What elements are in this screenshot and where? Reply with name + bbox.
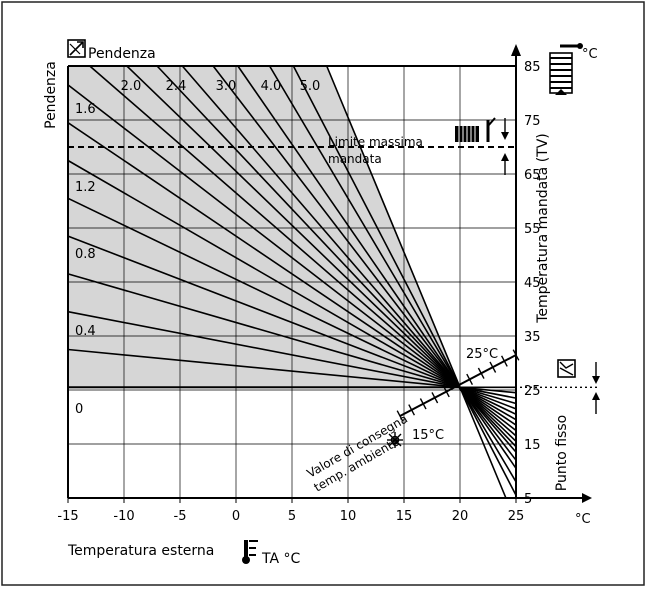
slope-line bbox=[67, 84, 517, 432]
slope-line bbox=[67, 235, 517, 410]
x-tick-label: 5 bbox=[288, 509, 296, 524]
slope-line bbox=[89, 65, 517, 437]
right-axis-title: Temperatura mandata (TV) bbox=[535, 133, 551, 324]
slope-label-left: 0.4 bbox=[75, 324, 96, 339]
slope-line bbox=[292, 65, 517, 496]
fixed-point-title: Punto fisso bbox=[554, 415, 570, 491]
y-tick-label: 15 bbox=[524, 438, 541, 453]
slope-icon bbox=[67, 39, 86, 58]
right-axis-arrow bbox=[511, 44, 521, 56]
y-tick-label: 5 bbox=[524, 492, 532, 507]
x-tick-label: 25 bbox=[508, 509, 525, 524]
slope-label-top: 2.0 bbox=[121, 79, 142, 94]
setpoint-high-label: 25°C bbox=[466, 347, 498, 362]
slope-label-left: 1.6 bbox=[75, 102, 96, 117]
y-tick-label: 45 bbox=[524, 276, 541, 291]
slope-line bbox=[67, 122, 517, 426]
y-tick-label: 65 bbox=[524, 168, 541, 183]
slope-line bbox=[325, 65, 507, 499]
slope-line bbox=[67, 310, 517, 399]
setpoint-scale-tick bbox=[466, 373, 474, 386]
setpoint-scale-tick bbox=[512, 349, 520, 361]
shaded-operating-region bbox=[68, 66, 460, 388]
slope-label-top: 5.0 bbox=[300, 79, 321, 94]
setpoint-scale-tick bbox=[442, 385, 450, 398]
slope-line bbox=[237, 65, 517, 469]
sun-moon-icon bbox=[387, 432, 411, 448]
slope-line bbox=[67, 273, 517, 405]
max-flow-label-1: Limite massima bbox=[328, 135, 423, 149]
x-tick-label: 0 bbox=[232, 509, 240, 524]
fixed-point-icon bbox=[557, 359, 600, 414]
slope-label-left: 0.8 bbox=[75, 247, 96, 262]
slope-label-top: 2.4 bbox=[166, 79, 187, 94]
y-tick-label: 85 bbox=[524, 60, 541, 75]
plot-area: -15 -10 -5 0 5 10 15 20 25 5 15 25 35 45 55 65 75 85 2.0 2.… bbox=[57, 44, 600, 524]
x-tick-label: -10 bbox=[113, 509, 134, 524]
setpoint-scale-tick bbox=[408, 404, 416, 416]
y-tick-label: 55 bbox=[524, 222, 541, 237]
slope-label-top: 4.0 bbox=[261, 79, 282, 94]
slope-label-left: 1.2 bbox=[75, 180, 96, 195]
setpoint-scale-tick bbox=[431, 392, 439, 404]
setpoint-scale-tick bbox=[396, 410, 404, 422]
y-tick-label: 75 bbox=[524, 114, 541, 129]
thermometer-icon bbox=[242, 540, 258, 564]
slope-label-top: 3.0 bbox=[216, 79, 237, 94]
radiator-thermometer-icon bbox=[549, 43, 583, 95]
slope-line bbox=[67, 348, 517, 394]
x-axis-arrow bbox=[582, 493, 592, 503]
x-axis-end-unit: °C bbox=[575, 512, 591, 527]
slope-label-left: 0 bbox=[75, 402, 83, 417]
left-axis-title: Pendenza bbox=[43, 61, 59, 129]
y-tick-label: 35 bbox=[524, 330, 541, 345]
x-axis-unit-label: TA °C bbox=[261, 551, 300, 567]
x-tick-label: -15 bbox=[57, 509, 78, 524]
slope-line bbox=[67, 197, 517, 416]
y-top-unit: °C bbox=[582, 47, 598, 62]
x-tick-label: 10 bbox=[340, 509, 357, 524]
slope-line bbox=[67, 159, 517, 421]
max-flow-label-2: mandata bbox=[328, 152, 382, 166]
radiator-limit-icon bbox=[455, 117, 509, 175]
setpoint-scale-tick bbox=[454, 379, 462, 392]
x-axis-title: Temperatura esterna bbox=[67, 543, 214, 559]
x-tick-label: -5 bbox=[174, 509, 187, 524]
setpoint-scale-tick bbox=[489, 361, 497, 373]
setpoint-scale-tick bbox=[500, 355, 508, 367]
setpoint-scale-tick bbox=[419, 398, 427, 410]
x-tick-label: 15 bbox=[396, 509, 413, 524]
setpoint-scale-tick bbox=[477, 367, 485, 379]
y-tick-label: 25 bbox=[524, 384, 541, 399]
setpoint-low-label: 15°C bbox=[412, 428, 444, 443]
x-tick-label: 20 bbox=[452, 509, 469, 524]
slope-line bbox=[268, 65, 517, 483]
top-slope-label: Pendenza bbox=[88, 46, 156, 62]
